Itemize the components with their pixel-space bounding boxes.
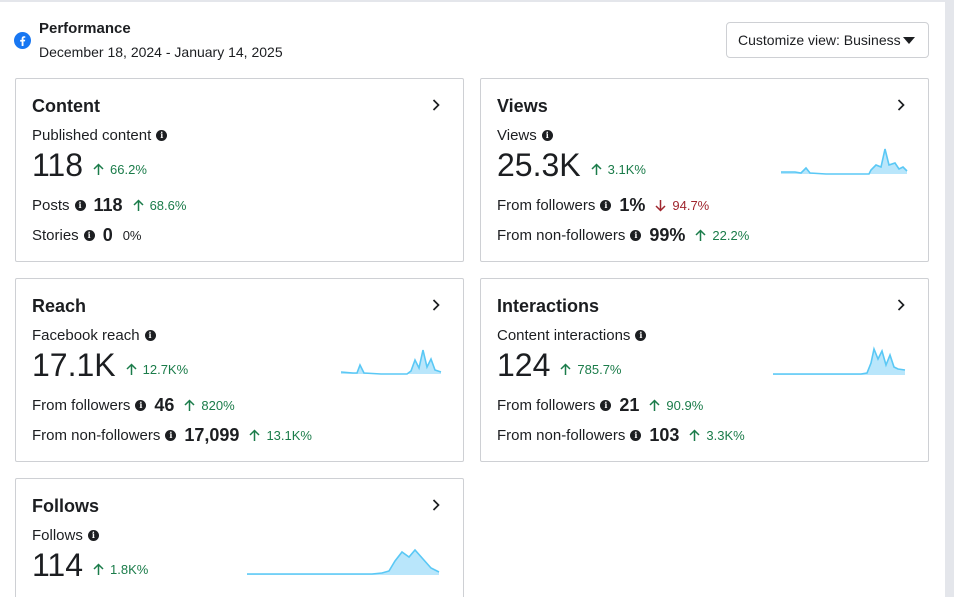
customize-view-dropdown[interactable]: Customize view: Business: [726, 22, 929, 58]
sub-metric-from-non-followers: From non-followers i 99% 22.2%: [497, 225, 750, 245]
window-top-border: [0, 0, 954, 2]
arrow-up-icon: [649, 399, 660, 411]
metric-label: Follows i: [32, 527, 99, 544]
metric-value: 17.1K: [32, 347, 116, 383]
metric-value: 124: [497, 347, 551, 383]
facebook-logo-icon: [14, 32, 31, 49]
arrow-up-icon: [695, 229, 706, 241]
views-card[interactable]: Views Views i 25.3K 3.1K% From followers i…: [480, 78, 929, 262]
chevron-right-icon[interactable]: [429, 298, 443, 312]
arrow-down-icon: [655, 200, 666, 212]
arrow-up-icon: [249, 429, 260, 441]
chevron-right-icon[interactable]: [894, 98, 908, 112]
reach-sparkline: [341, 349, 442, 375]
follows-sparkline: [247, 548, 440, 575]
performance-header: Performance December 18, 2024 - January …: [14, 18, 930, 66]
content-card[interactable]: Content Published content i 118 66.2% Pos…: [15, 78, 464, 262]
views-sparkline: [781, 148, 908, 175]
metric-label: Facebook reach i: [32, 327, 156, 344]
sub-metric-from-non-followers: From non-followers i 103 3.3K%: [497, 425, 745, 445]
arrow-up-icon: [93, 163, 104, 175]
metric-value: 114: [32, 547, 84, 583]
metric-delta: 12.7K%: [126, 362, 188, 377]
caret-down-icon: [903, 37, 915, 44]
metric-value-row: 124 785.7%: [497, 347, 621, 384]
info-icon[interactable]: i: [541, 130, 553, 141]
arrow-up-icon: [184, 399, 195, 411]
info-icon[interactable]: i: [165, 430, 177, 441]
metric-delta: 1.8K%: [93, 562, 148, 577]
card-title: Views: [497, 96, 548, 116]
card-title: Content: [32, 96, 100, 116]
info-icon[interactable]: i: [600, 200, 612, 211]
window-right-border: [945, 0, 954, 597]
chevron-right-icon[interactable]: [429, 498, 443, 512]
metric-label: Published content i: [32, 127, 168, 144]
info-icon[interactable]: i: [630, 430, 642, 441]
arrow-up-icon: [126, 363, 137, 375]
info-icon[interactable]: i: [156, 130, 168, 141]
info-icon[interactable]: i: [635, 330, 647, 341]
metric-label: Content interactions i: [497, 327, 647, 344]
info-icon[interactable]: i: [135, 400, 147, 411]
chevron-right-icon[interactable]: [894, 298, 908, 312]
chevron-right-icon[interactable]: [429, 98, 443, 112]
reach-card[interactable]: Reach Facebook reach i 17.1K 12.7K% From …: [15, 278, 464, 462]
sub-metric-posts: Posts i 118 68.6%: [32, 195, 187, 215]
info-icon[interactable]: i: [630, 230, 642, 241]
sub-metric-from-followers: From followers i 21 90.9%: [497, 395, 704, 415]
info-icon[interactable]: i: [87, 530, 99, 541]
sub-metric-from-followers: From followers i 1% 94.7%: [497, 195, 710, 215]
arrow-up-icon: [689, 429, 700, 441]
metric-delta: 785.7%: [560, 362, 621, 377]
sub-metric-from-non-followers: From non-followers i 17,099 13.1K%: [32, 425, 312, 445]
metric-value: 25.3K: [497, 147, 581, 183]
info-icon[interactable]: i: [600, 400, 612, 411]
card-title: Interactions: [497, 296, 600, 316]
date-range[interactable]: December 18, 2024 - January 14, 2025: [39, 44, 283, 60]
metric-value-row: 114 1.8K%: [32, 547, 148, 584]
info-icon[interactable]: i: [83, 230, 95, 241]
metric-delta: 3.1K%: [591, 162, 646, 177]
interactions-sparkline: [773, 346, 906, 375]
info-icon[interactable]: i: [74, 200, 86, 211]
sub-metric-stories: Stories i 0 0%: [32, 225, 142, 245]
arrow-up-icon: [560, 363, 571, 375]
page-title: Performance: [39, 20, 131, 37]
metric-label: Views i: [497, 127, 553, 144]
arrow-up-icon: [93, 563, 104, 575]
metric-value-row: 17.1K 12.7K%: [32, 347, 188, 384]
metric-delta: 66.2%: [93, 162, 147, 177]
metric-value-row: 118 66.2%: [32, 147, 147, 184]
card-title: Reach: [32, 296, 87, 316]
metric-value-row: 25.3K 3.1K%: [497, 147, 646, 184]
interactions-card[interactable]: Interactions Content interactions i 124 7…: [480, 278, 929, 462]
info-icon[interactable]: i: [144, 330, 156, 341]
arrow-up-icon: [591, 163, 602, 175]
customize-view-label: Customize view: Business: [738, 32, 901, 48]
card-title: Follows: [32, 496, 99, 516]
follows-card[interactable]: Follows Follows i 114 1.8K%: [15, 478, 464, 597]
metric-value: 118: [32, 147, 84, 183]
sub-metric-from-followers: From followers i 46 820%: [32, 395, 235, 415]
arrow-up-icon: [133, 199, 144, 211]
